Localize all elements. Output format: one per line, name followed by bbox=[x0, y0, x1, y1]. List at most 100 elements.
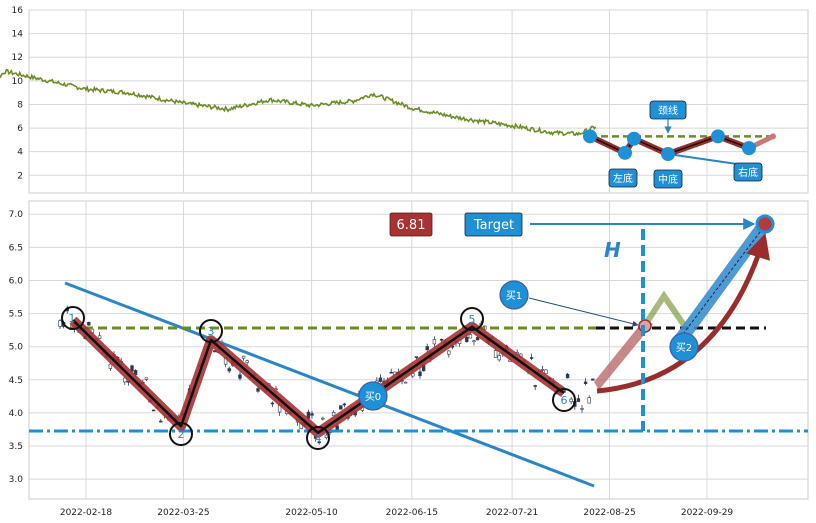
zigzag-point-3 bbox=[199, 319, 223, 343]
main-y-tick: 4.5 bbox=[9, 376, 23, 386]
main-x-tick: 2022-06-15 bbox=[386, 508, 438, 518]
main-y-tick: 3.0 bbox=[9, 475, 24, 485]
overview-trend bbox=[667, 153, 738, 165]
overview-y-tick: 6 bbox=[17, 124, 23, 134]
zigzag-point-6 bbox=[552, 388, 576, 412]
overview-y-tick: 8 bbox=[17, 100, 23, 110]
overview-pattern-point bbox=[618, 145, 632, 160]
main-x-tick: 2022-09-29 bbox=[681, 508, 734, 518]
candle-body bbox=[389, 371, 393, 374]
zigzag-point-label: 2 bbox=[178, 428, 185, 441]
candle-body bbox=[321, 417, 325, 420]
overview-grid bbox=[29, 9, 808, 193]
candle-body bbox=[151, 409, 156, 412]
pattern-zigzag: 1 2 3 4 5 6 bbox=[61, 306, 576, 450]
candle-body bbox=[331, 411, 336, 416]
zigzag-line bbox=[72, 319, 565, 435]
candle-body bbox=[468, 334, 473, 339]
candle-body bbox=[465, 336, 469, 342]
zigzag-point-2 bbox=[169, 422, 193, 446]
overview-pattern-point bbox=[770, 133, 776, 140]
descending-trendline bbox=[64, 281, 595, 488]
overview-y-tick: 12 bbox=[12, 53, 23, 63]
main-y-tick: 6.0 bbox=[9, 276, 24, 286]
zigzag-point-label: 6 bbox=[561, 394, 568, 407]
candle-body bbox=[580, 408, 584, 410]
middle-bottom-callout-text: 中底 bbox=[658, 173, 678, 186]
main-x-tick: 2022-03-25 bbox=[157, 508, 209, 518]
candle-body bbox=[544, 369, 548, 374]
candle-body bbox=[238, 374, 242, 379]
candle-body bbox=[472, 340, 476, 343]
neckline-callout: 颈线 bbox=[649, 100, 687, 134]
target-badge: 6.81 bbox=[389, 212, 433, 237]
candle-body bbox=[591, 378, 595, 381]
candle-body bbox=[324, 434, 329, 438]
breakout-band bbox=[594, 320, 653, 390]
candle-body bbox=[583, 381, 588, 384]
overview-pattern-point bbox=[661, 147, 675, 162]
buy-0-label: 买0 bbox=[365, 391, 381, 403]
target-value: 6.81 bbox=[397, 218, 426, 233]
candle-body bbox=[529, 357, 534, 359]
projection-arc bbox=[596, 233, 771, 394]
candle-body bbox=[540, 368, 545, 371]
overview-y-tick: 14 bbox=[12, 30, 24, 40]
zigzag-point-5 bbox=[460, 307, 484, 331]
candle-body bbox=[108, 363, 113, 369]
main-panel: 3.03.54.04.55.05.56.06.57.0 2022-02-18 20… bbox=[9, 200, 809, 518]
candle-body bbox=[439, 339, 444, 341]
candle-body bbox=[159, 420, 163, 423]
main-x-tick: 2022-07-21 bbox=[486, 508, 538, 518]
candle-body bbox=[227, 368, 231, 372]
price-line bbox=[0, 68, 597, 137]
candle-body bbox=[256, 388, 260, 392]
zigzag-point-label: 5 bbox=[469, 313, 476, 326]
candle-body bbox=[497, 355, 501, 361]
candle-body bbox=[317, 441, 321, 444]
main-y-tick: 7.0 bbox=[9, 210, 24, 220]
projection bbox=[594, 214, 775, 394]
main-x-tick: 2022-08-25 bbox=[583, 508, 635, 518]
candle-body bbox=[270, 402, 275, 405]
zigzag-point-label: 4 bbox=[315, 432, 322, 445]
overview-panel: 2 4 6 8 10 12 14 16 颈线 左底 中底 右底 bbox=[0, 6, 809, 194]
main-y-tick: 4.0 bbox=[9, 409, 24, 419]
buy-2-label: 买2 bbox=[676, 342, 692, 354]
candle-body bbox=[403, 381, 408, 384]
candle-body bbox=[569, 398, 573, 403]
buy-2-marker: 买2 bbox=[669, 332, 699, 362]
candle-body bbox=[342, 403, 347, 406]
overview-pattern-point bbox=[742, 141, 756, 156]
candle-body bbox=[310, 413, 314, 416]
zigzag-point-label: 3 bbox=[208, 325, 215, 338]
overview-pattern-point bbox=[583, 129, 597, 144]
candle-body bbox=[339, 405, 343, 410]
candle-body bbox=[587, 397, 591, 404]
main-y-ticks: 3.0 3.5 4.0 4.5 5.0 5.5 6.0 6.5 7.0 bbox=[9, 210, 24, 485]
target-point bbox=[755, 214, 775, 234]
candle-body bbox=[493, 350, 498, 358]
middle-bottom-callout: 中底 bbox=[653, 169, 683, 189]
rally-band bbox=[672, 221, 770, 346]
zigzag-point-4 bbox=[306, 426, 330, 450]
main-y-tick: 5.0 bbox=[9, 343, 24, 353]
candle-body bbox=[533, 385, 537, 387]
right-bottom-callout-text: 右底 bbox=[738, 166, 758, 179]
overview-y-tick: 4 bbox=[17, 148, 23, 158]
retest-band bbox=[642, 290, 687, 327]
left-bottom-callout-text: 左底 bbox=[613, 172, 633, 185]
candle-body bbox=[245, 360, 249, 363]
candle-body bbox=[447, 350, 451, 355]
overview-pattern-point bbox=[711, 129, 725, 144]
target-label: Target bbox=[473, 218, 514, 233]
candle-body bbox=[378, 377, 383, 382]
candle-body bbox=[414, 356, 419, 358]
height-label: H bbox=[604, 238, 621, 262]
candle-body bbox=[87, 321, 91, 326]
candle-body bbox=[565, 373, 570, 379]
candle-body bbox=[418, 371, 422, 377]
candle-body bbox=[475, 337, 480, 341]
candle-body bbox=[97, 335, 102, 339]
